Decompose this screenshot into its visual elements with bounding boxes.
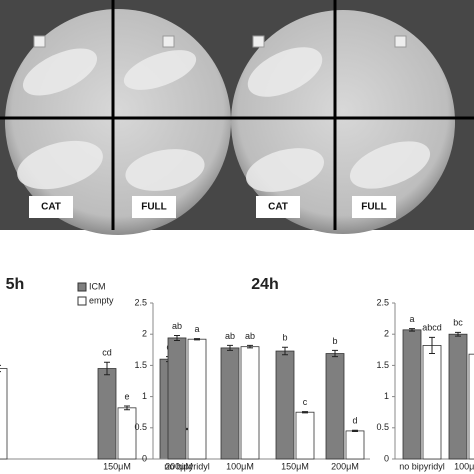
y-tick-label: 1	[142, 391, 147, 401]
error-bar	[247, 344, 253, 349]
significance-letter: ab	[245, 331, 255, 341]
significance-letter: ab	[172, 321, 182, 331]
error-bar	[104, 361, 110, 376]
x-tick-label: 200μM	[165, 461, 193, 471]
y-tick-label: 0.5	[134, 422, 147, 432]
plate-label: FULL	[361, 202, 387, 213]
y-tick-label: 1	[384, 391, 389, 401]
label-boxes	[29, 196, 396, 218]
error-bar	[409, 328, 415, 332]
x-tick-label: 150μM	[281, 461, 309, 471]
photo: CAT FULL CAT FULL	[0, 0, 474, 235]
plate-label: FULL	[141, 202, 167, 213]
significance-letter: d	[352, 416, 357, 426]
significance-letter: e	[124, 391, 129, 401]
bar	[187, 338, 207, 460]
error-bar	[124, 405, 130, 411]
plate-label: CAT	[41, 202, 61, 213]
x-tick-label: 200μM	[331, 461, 359, 471]
significance-letter: a	[194, 324, 199, 334]
legend-swatch	[77, 282, 87, 292]
error-bar	[282, 346, 288, 356]
y-tick-label: 0	[142, 453, 147, 463]
bar	[295, 411, 315, 460]
bar	[468, 353, 474, 460]
error-bar	[227, 344, 233, 351]
colonies	[17, 47, 431, 192]
x-tick-label: 100μM	[226, 461, 254, 471]
error-bar	[352, 429, 358, 433]
bar	[167, 337, 187, 460]
significance-letter: a	[409, 314, 414, 324]
sign-icons	[33, 35, 407, 48]
significance-letter: b	[332, 336, 337, 346]
legend-label: ICM	[89, 281, 106, 291]
error-bar	[302, 411, 308, 414]
error-bar	[174, 334, 180, 341]
x-tick-label: no bipyridyl	[164, 461, 210, 471]
bar	[345, 430, 365, 460]
y-tick-label: 1.5	[376, 360, 389, 370]
error-bar	[429, 336, 435, 355]
x-tick-label: 100μM	[454, 461, 474, 471]
significance-letter: abcd	[422, 323, 442, 333]
bar	[117, 407, 137, 460]
y-tick-label: 2.5	[134, 297, 147, 307]
divider-lines	[0, 0, 474, 230]
bar	[325, 353, 345, 460]
bar	[402, 329, 422, 460]
bar	[240, 346, 260, 460]
bar	[0, 368, 8, 460]
bar	[97, 368, 117, 460]
significance-letter: bc	[453, 318, 463, 328]
bar	[422, 345, 442, 460]
legend-swatch	[77, 296, 87, 306]
chart-title: 5h	[6, 276, 25, 293]
y-tick-label: 2	[142, 329, 147, 339]
error-bar	[455, 331, 461, 337]
significance-letter: ab	[225, 331, 235, 341]
x-tick-label: no bipyridyl	[399, 461, 445, 471]
plate-label: CAT	[268, 202, 288, 213]
chart-title: 24h	[251, 276, 279, 293]
bar	[275, 350, 295, 460]
y-tick-label: 2	[384, 329, 389, 339]
legend-label: empty	[89, 295, 114, 305]
y-tick-label: 0.5	[376, 422, 389, 432]
error-bar	[332, 349, 338, 358]
error-bar	[194, 338, 200, 341]
significance-letter: c	[303, 397, 308, 407]
significance-letter: b	[282, 333, 287, 343]
significance-letter: cd	[102, 348, 112, 358]
y-tick-label: 2.5	[376, 297, 389, 307]
bar	[448, 333, 468, 460]
y-tick-label: 1.5	[134, 360, 147, 370]
x-tick-label: 150μM	[103, 461, 131, 471]
y-tick-label: 0	[384, 453, 389, 463]
bar	[220, 347, 240, 460]
